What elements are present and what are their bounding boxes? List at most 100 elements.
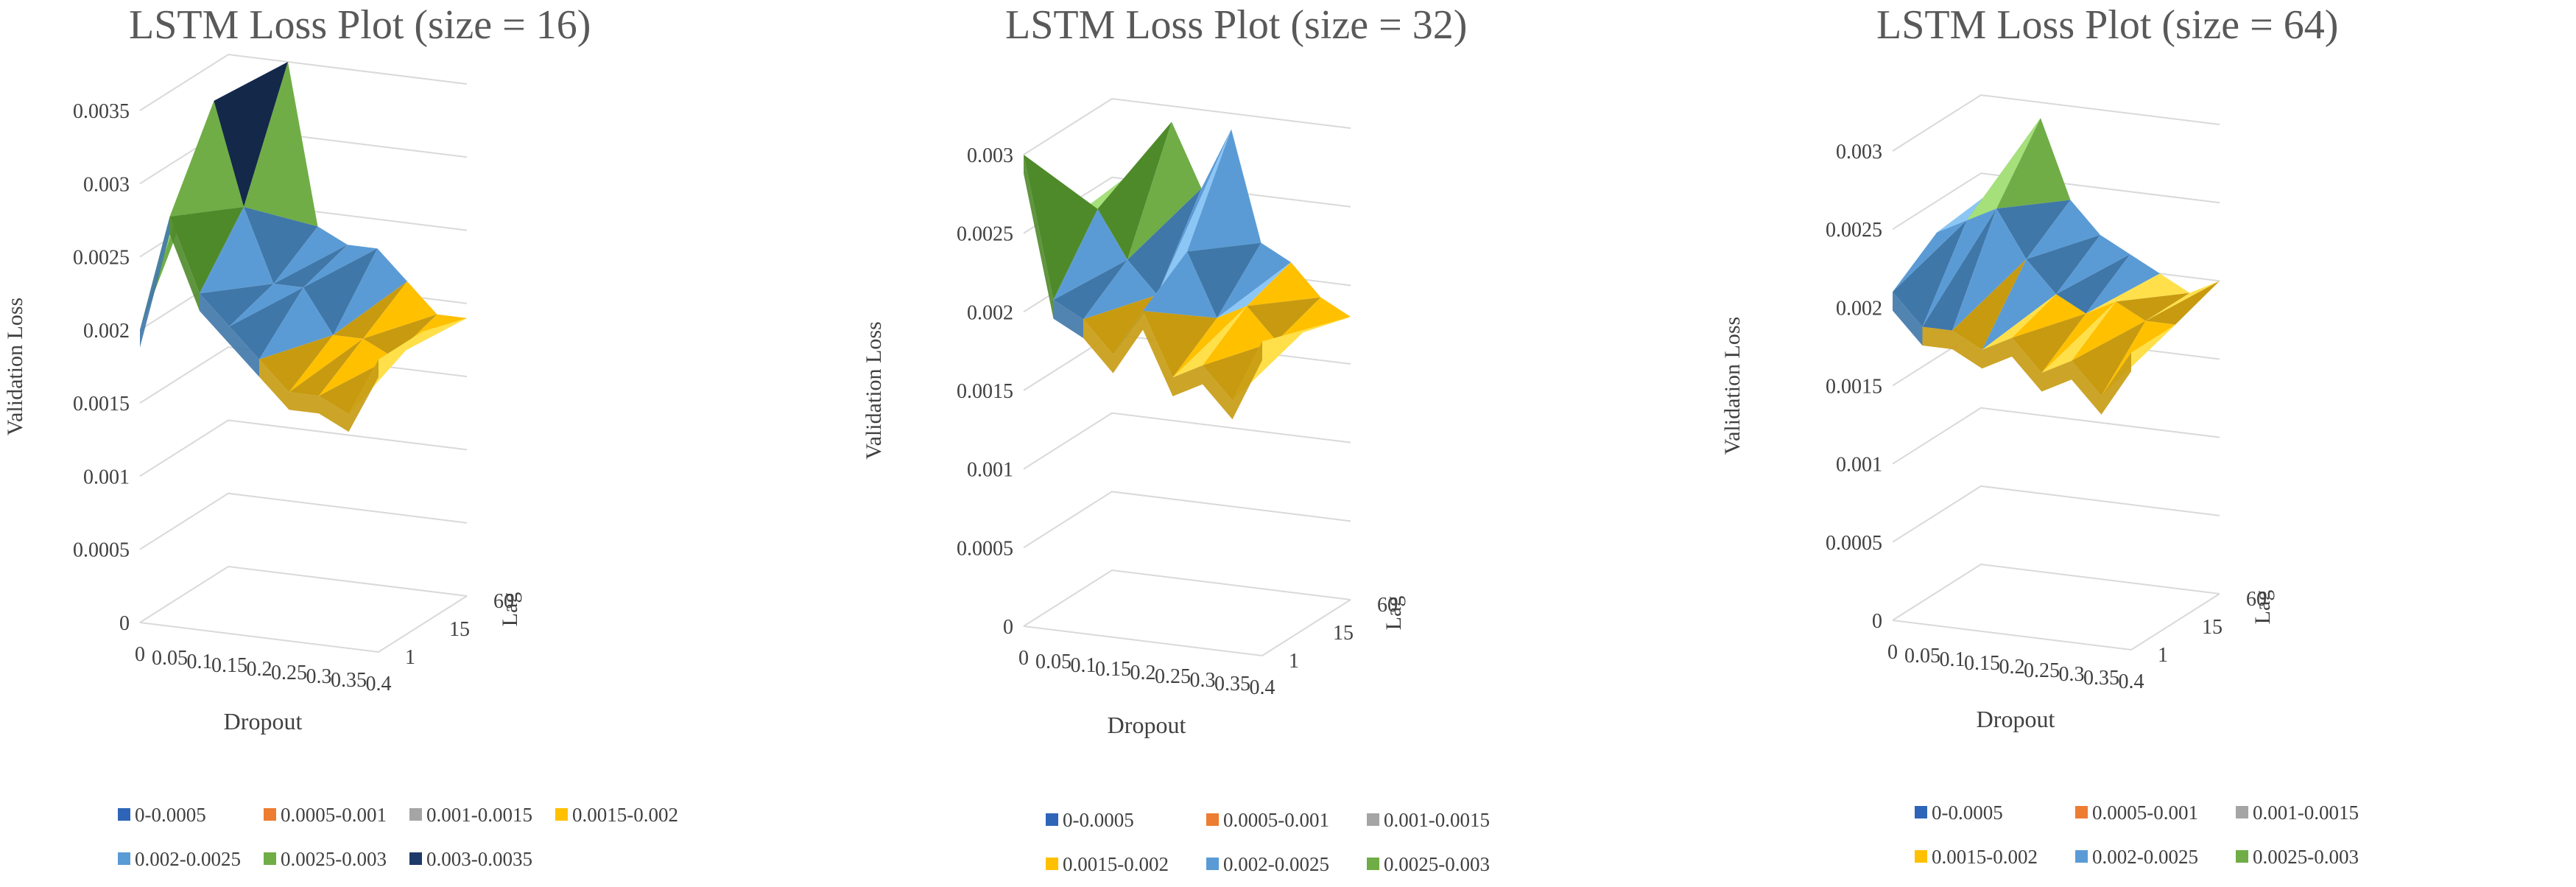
chart-panel-3: LSTM Loss Plot (size = 64) 0 0.0005 0.001 0.… [1720, 2, 2359, 868]
z-tick-label: 0.0015 [957, 380, 1013, 403]
z-axis-title: Validation Loss [1720, 317, 1745, 455]
surface-facet [1922, 208, 1996, 331]
legend-swatch [2075, 850, 2088, 863]
x-tick-label: 0.4 [2119, 670, 2144, 693]
surface-front-edge [1143, 311, 1173, 396]
z-tick-label: 0.003 [83, 173, 130, 196]
surface-facet [2072, 301, 2146, 361]
z-tick-label: 0.0015 [73, 393, 130, 416]
legend-swatch [1915, 850, 1927, 863]
surface-facet [348, 331, 423, 415]
legend-label: 0.001-0.0015 [1384, 809, 1490, 831]
surface-facet [1127, 188, 1202, 295]
surface-front-edge [259, 359, 289, 410]
x-tick-label: 0 [135, 643, 145, 666]
legend-label: 0.0025-0.003 [281, 848, 387, 870]
surface-facet [200, 206, 274, 294]
surface-facet [2072, 320, 2146, 396]
gridline [1892, 172, 2220, 231]
legend-swatch [409, 808, 422, 821]
surface-front-edge [200, 293, 230, 344]
x-tick-label: 0.25 [271, 662, 307, 684]
gridline [139, 419, 468, 477]
surface-facet [1996, 118, 2071, 209]
surface-facet [1203, 306, 1277, 365]
surface-facet [2026, 200, 2100, 259]
legend-label: 0.0025-0.003 [1384, 853, 1490, 875]
surface-front-edge [2072, 360, 2102, 415]
surface-facet [2041, 301, 2116, 374]
z-tick-label: 0.002 [1836, 297, 1882, 320]
legend-label: 0.0015-0.002 [1932, 846, 2038, 868]
legend-label: 0.0005-0.001 [281, 804, 387, 826]
legend-label: 0.001-0.0015 [2253, 802, 2359, 824]
y-axis-title: Lag [498, 592, 522, 627]
z-tick-label: 0.0005 [957, 537, 1013, 560]
legend-swatch [1046, 858, 1058, 870]
surface-facet [259, 287, 334, 360]
floor-axis [1023, 599, 1351, 657]
x-tick-label: 0.05 [1035, 651, 1071, 673]
z-tick-label: 0.0005 [1826, 532, 1882, 555]
surface-facet [1996, 200, 2071, 259]
surface-facet [2012, 313, 2086, 374]
surface-front-edge [289, 392, 319, 414]
y-tick-label: 60 [2246, 588, 2267, 611]
surface-front-edge [229, 326, 259, 377]
surface-front-edge [1982, 337, 2012, 369]
chart-title: LSTM Loss Plot (size = 64) [1876, 2, 2338, 48]
surface-facet [2086, 273, 2160, 314]
legend-swatch [1206, 858, 1219, 870]
z-tick-label: 0.0025 [1826, 219, 1882, 242]
surface-front-edge [1172, 365, 1203, 396]
surface-facet [1053, 208, 1127, 300]
legend-label: 0.002-0.0025 [2092, 846, 2198, 868]
surface-front-edge [1024, 155, 1054, 319]
surface-facet [229, 287, 303, 360]
surface-front-edge [1922, 326, 1952, 350]
surface-facet [333, 248, 407, 335]
x-tick-label: 0 [1018, 647, 1029, 670]
legend-swatch [555, 808, 568, 821]
floor-axis [1892, 593, 2220, 651]
surface-facet [244, 62, 318, 227]
surface-front-edge [140, 217, 170, 348]
chart-panel-2: LSTM Loss Plot (size = 32) 0 0.0005 0.001 0.… [862, 2, 1490, 875]
z-tick-label: 0.002 [83, 320, 130, 343]
surface-facet [244, 206, 318, 284]
surface-facet [2116, 292, 2190, 321]
x-tick-label: 0.25 [1155, 665, 1191, 688]
x-tick-label: 0.3 [2059, 663, 2085, 686]
surface-facet [259, 334, 334, 393]
gridline [1023, 412, 1351, 470]
x-tick-label: 0.35 [1214, 673, 1250, 695]
z-tick-label: 0.001 [1836, 454, 1882, 477]
gridline [1023, 569, 1351, 627]
legend-label: 0.003-0.0035 [426, 848, 532, 870]
surface-front-edge [1952, 330, 1982, 369]
legend-swatch [2236, 850, 2248, 863]
surface-front-edge [319, 396, 349, 432]
surface-facet [1187, 242, 1261, 318]
z-axis-title: Validation Loss [862, 321, 886, 460]
surface-facet [1143, 311, 1217, 378]
surface-facet [1966, 118, 2041, 221]
x-tick-label: 0.3 [306, 665, 332, 688]
x-axis-title: Dropout [224, 708, 303, 735]
legend-label: 0-0.0005 [1063, 809, 1134, 831]
surface-facet [1127, 122, 1202, 260]
z-tick-label: 0 [1003, 616, 1013, 639]
y-tick-label: 15 [2202, 616, 2223, 639]
surface-facet [1083, 259, 1158, 320]
surface-facet [214, 62, 288, 207]
chart-title: LSTM Loss Plot (size = 16) [129, 2, 591, 48]
legend-swatch [1206, 813, 1219, 826]
legend-swatch [264, 852, 276, 865]
surface-facet [319, 338, 393, 396]
x-tick-label: 0.25 [2024, 659, 2060, 682]
gridline [1892, 485, 2220, 543]
legend-label: 0.0005-0.001 [1223, 809, 1329, 831]
legend-swatch [118, 808, 130, 821]
surface-facet [1097, 122, 1172, 260]
legend-label: 0.0015-0.002 [1063, 853, 1169, 875]
